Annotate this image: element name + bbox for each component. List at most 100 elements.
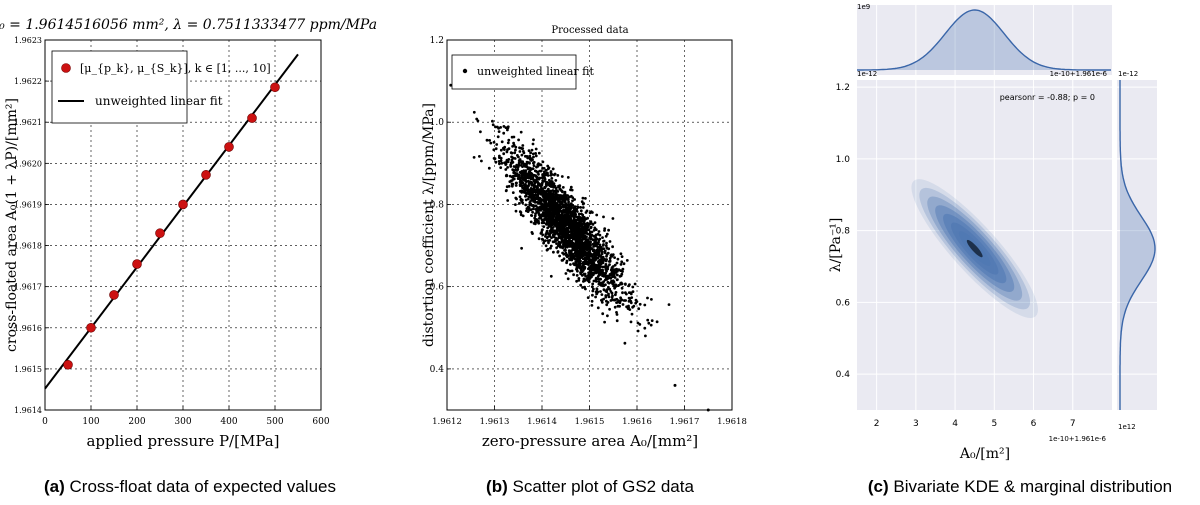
panel-c-y-tick-label: 0.8 xyxy=(836,227,851,237)
panel-c-y-ticks: 0.4 0.6 0.8 1.0 1.2 xyxy=(836,83,851,380)
panel-b-outlier-point xyxy=(673,383,677,387)
panel-c-top-marginal-area xyxy=(857,5,1112,75)
panel-c-x-tick-label: 3 xyxy=(913,419,919,429)
panel-b-legend: unweighted linear fit xyxy=(451,54,594,90)
panel-a-caption-text: Cross-float data of expected values xyxy=(65,477,336,496)
panel-a-y-tick-label: 1.9619 xyxy=(14,200,42,209)
panel-b-y-tick-label: 0.4 xyxy=(430,365,445,375)
panel-a-y-tick-label: 1.9618 xyxy=(14,242,42,251)
panel-a-legend-label-points: [μ_{p_k}, μ_{S_k}], k ∈ [1, ..., 10] xyxy=(80,62,271,75)
panel-a-x-tick-label: 200 xyxy=(128,417,145,427)
panel-a-x-tick-label: 400 xyxy=(220,417,237,427)
panel-a-data-point xyxy=(270,82,280,93)
panel-c-right-marginal-density-line xyxy=(1119,80,1156,410)
panel-c-top-marginal-density-line xyxy=(857,9,1111,71)
panel-c-top-marginal-density-fill xyxy=(857,10,1112,70)
panel-a-data-point xyxy=(132,259,142,269)
panel-a-data-point xyxy=(109,290,119,300)
panel-c-y-tick-label: 1.0 xyxy=(836,155,851,165)
panel-a-data-point xyxy=(178,199,188,210)
panel-a-data-point xyxy=(224,142,234,152)
panel-c-x-tick-label: 7 xyxy=(1070,419,1076,429)
panel-b-y-ticks: 0.4 0.6 0.8 1.0 1.2 xyxy=(430,36,451,375)
panel-c-caption-text: Bivariate KDE & marginal distribution xyxy=(889,477,1172,496)
panel-c-y-tick-label: 1.2 xyxy=(836,83,850,93)
panel-b-y-label: distortion coefficient λ/[ppm/MPa] xyxy=(421,103,437,347)
panel-c-right-marginal-top-label: 1e-12 xyxy=(1118,70,1138,78)
panel-c-x-tick-label: 6 xyxy=(1031,419,1037,429)
panel-b-x-tick-label: 1.9616 xyxy=(622,417,652,427)
panel-c-x-label: A₀/[m²] xyxy=(959,446,1010,462)
panel-a-y-tick-label: 1.9617 xyxy=(14,283,42,292)
panel-a-y-tick-label: 1.9621 xyxy=(14,118,42,127)
panel-a-data-point xyxy=(247,113,257,123)
panel-b-legend-marker xyxy=(462,68,468,74)
panel-a-data-point xyxy=(63,359,73,370)
panel-c-right-marginal-density-fill xyxy=(1120,80,1155,410)
panel-b-caption: (b) Scatter plot of GS2 data xyxy=(486,477,694,496)
panel-b-title: Processed data xyxy=(551,25,628,36)
panel-c-caption: (c) Bivariate KDE & marginal distributio… xyxy=(868,477,1172,496)
panel-c-x-tick-label: 2 xyxy=(874,419,880,429)
panel-c-pearson-annotation: pearsonr = -0.88; p = 0 xyxy=(1000,93,1095,102)
panel-a-legend-box xyxy=(51,50,188,124)
panel-a-y-label: cross-floated area A₀(1 + λP)/[mm²] xyxy=(4,98,20,352)
panel-b-x-tick-label: 1.9617 xyxy=(670,417,700,427)
panel-b-x-tick-label: 1.9613 xyxy=(480,417,510,427)
panel-b-x-tick-label: 1.9612 xyxy=(432,417,462,427)
panel-b-x-tick-label: 1.9615 xyxy=(575,417,605,427)
panel-a-fit-line xyxy=(44,53,299,390)
panel-a-data-point xyxy=(201,170,211,180)
panel-b-y-tick-label: 1.0 xyxy=(430,118,445,128)
panel-a-caption-label: (a) xyxy=(44,477,65,496)
panel-c-kde-contours xyxy=(911,179,1038,318)
panel-a-x-tick-label: 0 xyxy=(42,417,48,427)
panel-b-x-tick-label: 1.9614 xyxy=(527,417,557,427)
panel-c-y-tick-label: 0.4 xyxy=(836,370,851,380)
panel-b-x-label: zero-pressure area A₀/[mm²] xyxy=(482,432,698,450)
panel-a-data-point xyxy=(155,228,165,239)
panel-a-title: A₀ = 1.9614516056 mm², λ = 0.7511333477 … xyxy=(0,17,377,33)
panel-b-x-tick-label: 1.9618 xyxy=(717,417,747,427)
panel-c-top-marginal-left-label: 1e-12 xyxy=(857,70,877,78)
panel-a-y-ticks: 1.9614 1.9615 1.9616 1.9617 1.9618 1.9619 1.96… xyxy=(14,36,49,415)
panel-c-contour-level xyxy=(966,239,983,258)
panel-b-scatter-points xyxy=(449,83,671,345)
panel-a-y-tick-label: 1.9622 xyxy=(14,77,42,86)
panel-c-caption-label: (c) xyxy=(868,477,889,496)
panel-a-legend-label-fit: unweighted linear fit xyxy=(95,94,223,108)
panel-b-y-tick-label: 0.6 xyxy=(430,283,445,293)
panel-b: Processed data 1.9612 1.9613 1.9614 1.9615 1… xyxy=(421,25,747,496)
panel-a-legend: [μ_{p_k}, μ_{S_k}], k ∈ [1, ..., 10] unw… xyxy=(51,50,271,124)
panel-c-top-marginal-offset-label: 1e-10+1.961e-6 xyxy=(1050,70,1108,78)
panel-c-right-marginal-area xyxy=(1117,80,1157,410)
panel-a-x-tick-label: 300 xyxy=(174,417,191,427)
panel-c-x-offset-label: 1e-10+1.961e-6 xyxy=(1049,435,1107,443)
panel-a-x-tick-label: 100 xyxy=(82,417,99,427)
panel-c-top-marginal-scale-label: 1e9 xyxy=(857,3,870,11)
panel-b-x-ticks: 1.9612 1.9613 1.9614 1.9615 1.9616 1.9617 1.96… xyxy=(432,406,747,427)
panel-c-right-marginal-bottom-label: 1e12 xyxy=(1118,423,1136,431)
panel-b-y-tick-label: 0.8 xyxy=(430,200,445,210)
panel-a: A₀ = 1.9614516056 mm², λ = 0.7511333477 … xyxy=(0,17,377,496)
panel-c-y-label: λ/[Pa⁻¹] xyxy=(828,218,844,273)
panel-b-caption-label: (b) xyxy=(486,477,508,496)
panel-a-x-tick-label: 600 xyxy=(312,417,329,427)
panel-a-y-tick-label: 1.9614 xyxy=(14,406,42,415)
panel-b-legend-label: unweighted linear fit xyxy=(477,65,594,78)
panel-a-y-tick-label: 1.9616 xyxy=(14,324,42,333)
panel-b-legend-box xyxy=(451,54,577,90)
panel-c-top-marginal-grid xyxy=(876,5,1074,75)
panel-a-data-point xyxy=(86,322,96,333)
panel-a-x-ticks: 0 100 200 300 400 500 600 xyxy=(42,406,330,427)
panel-a-x-label: applied pressure P/[MPa] xyxy=(86,432,279,450)
panel-c-x-tick-label: 5 xyxy=(991,419,997,429)
panel-a-caption: (a) Cross-float data of expected values xyxy=(44,477,336,496)
panel-a-legend-marker-points xyxy=(61,63,71,73)
panel-b-outlier-point xyxy=(706,408,710,412)
panel-a-y-tick-label: 1.9615 xyxy=(14,365,42,374)
panel-a-y-tick-label: 1.9623 xyxy=(14,36,42,45)
panel-c-x-tick-label: 4 xyxy=(952,419,958,429)
